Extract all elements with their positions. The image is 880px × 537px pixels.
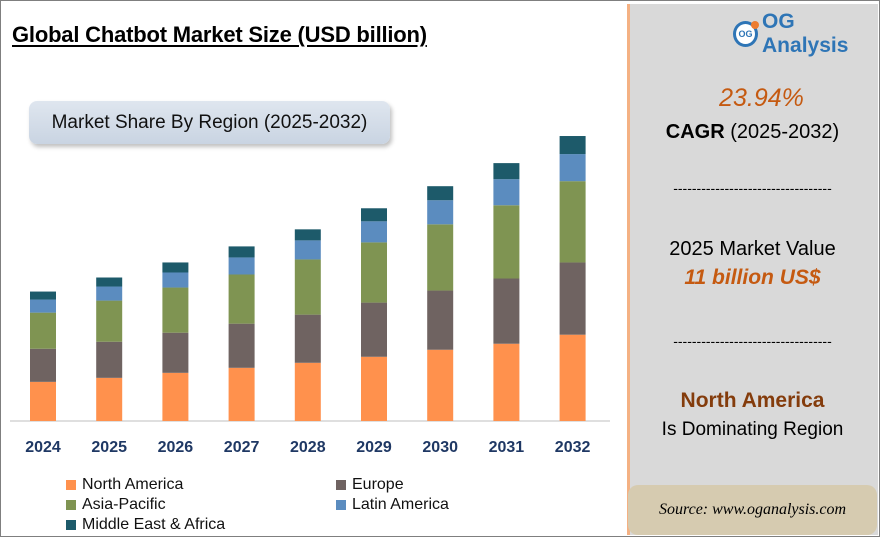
bar-segment-middle-east-africa-2032 <box>559 136 586 155</box>
brand-name: OG Analysis <box>762 10 849 57</box>
bar-segment-middle-east-africa-2031 <box>493 163 520 180</box>
x-tick-label: 2027 <box>224 439 260 456</box>
legend-item: Europe <box>336 476 404 494</box>
cagr-period: (2025-2032) <box>730 121 840 143</box>
bar-segment-middle-east-africa-2028 <box>294 229 321 241</box>
source-box: Source: www.oganalysis.com <box>628 485 877 535</box>
panel-divider-2: ---------------------------------- <box>673 333 832 349</box>
stacked-bar-chart: 2024 2025 2026 2027 2028 2029 2030 2031 2032 <box>10 136 610 456</box>
bar-segment-latin-america-2027 <box>228 257 255 275</box>
bar-segment-north-america-2030 <box>427 349 454 421</box>
bar-segment-europe-2028 <box>294 314 321 363</box>
dominating-region: North America <box>680 389 825 412</box>
legend-item: Middle East & Africa <box>66 516 225 534</box>
chart-title: Global Chatbot Market Size (USD billion) <box>12 22 427 47</box>
bar-segment-north-america-2027 <box>228 367 255 421</box>
bar-segment-europe-2025 <box>96 341 123 378</box>
bar-segment-asia-pacific-2025 <box>96 300 123 342</box>
market-value: 11 billion US$ <box>684 266 821 289</box>
brand-logo: OG OG Analysis <box>733 10 880 58</box>
bar-segment-latin-america-2025 <box>96 286 123 301</box>
bar-segment-latin-america-2029 <box>361 221 387 243</box>
bar-segment-latin-america-2030 <box>427 200 454 225</box>
bar-segment-latin-america-2032 <box>559 154 586 182</box>
bar-segment-north-america-2029 <box>361 356 387 421</box>
dominating-label: Is Dominating Region <box>661 419 844 440</box>
x-tick-label: 2029 <box>356 439 392 456</box>
x-tick-label: 2031 <box>489 439 525 456</box>
bar-segment-middle-east-africa-2026 <box>162 262 189 273</box>
legend-swatch <box>336 480 346 490</box>
bar-segment-europe-2032 <box>559 262 586 335</box>
legend-label: Middle East & Africa <box>82 516 226 533</box>
bar-segment-asia-pacific-2030 <box>427 224 454 291</box>
legend-swatch <box>66 480 76 490</box>
legend-label: Latin America <box>352 496 449 513</box>
bar-segment-asia-pacific-2024 <box>30 312 56 349</box>
bar-segment-latin-america-2026 <box>162 272 189 288</box>
bar-segment-north-america-2026 <box>162 372 189 421</box>
panel-divider-1: ---------------------------------- <box>673 180 832 196</box>
legend-item: Latin America <box>336 496 449 514</box>
bar-segment-latin-america-2028 <box>294 240 321 260</box>
bar-segment-middle-east-africa-2027 <box>228 246 255 258</box>
bar-segment-europe-2024 <box>30 348 56 382</box>
bar-segment-north-america-2031 <box>493 343 520 421</box>
bar-segment-north-america-2024 <box>30 381 56 421</box>
x-tick-label: 2026 <box>158 439 194 456</box>
bar-segment-middle-east-africa-2029 <box>361 208 387 222</box>
bar-segment-asia-pacific-2028 <box>294 259 321 315</box>
chart-subtitle: Market Share By Region (2025-2032) <box>29 101 390 144</box>
cagr-title: CAGR <box>665 121 725 143</box>
bar-segment-asia-pacific-2027 <box>228 274 255 324</box>
legend-label: Asia-Pacific <box>82 496 166 513</box>
bar-segment-europe-2029 <box>361 302 387 357</box>
bar-segment-europe-2027 <box>228 323 255 368</box>
bar-segment-north-america-2032 <box>559 334 586 421</box>
market-value-label: 2025 Market Value <box>669 238 836 260</box>
bar-segment-north-america-2025 <box>96 377 123 421</box>
cagr-label: CAGR (2025-2032) <box>627 121 878 144</box>
x-tick-label: 2025 <box>91 439 127 456</box>
cagr-value: 23.94% <box>719 84 804 112</box>
bar-segment-latin-america-2031 <box>493 179 520 206</box>
bar-segment-middle-east-africa-2030 <box>427 186 454 201</box>
legend-swatch <box>66 520 76 530</box>
bar-segment-europe-2026 <box>162 332 189 373</box>
summary-panel <box>627 4 878 535</box>
legend-label: North America <box>82 476 184 493</box>
x-tick-label: 2032 <box>555 439 591 456</box>
bar-segment-north-america-2028 <box>294 362 321 421</box>
bar-segment-europe-2030 <box>427 290 454 350</box>
bar-segment-latin-america-2024 <box>30 299 56 313</box>
legend-swatch <box>336 500 346 510</box>
bar-segment-asia-pacific-2031 <box>493 205 520 279</box>
bar-segment-asia-pacific-2029 <box>361 242 387 303</box>
bar-segment-asia-pacific-2026 <box>162 287 189 333</box>
bar-segment-middle-east-africa-2024 <box>30 291 56 300</box>
logo-icon: OG <box>733 21 760 47</box>
bar-segment-asia-pacific-2032 <box>559 181 586 263</box>
x-tick-label: 2028 <box>290 439 326 456</box>
x-tick-label: 2024 <box>25 439 61 456</box>
legend-label: Europe <box>352 476 404 493</box>
chart-legend: North America Europe Asia-Pacific Latin Ame… <box>66 476 486 536</box>
bar-segment-middle-east-africa-2025 <box>96 277 123 287</box>
bar-segment-europe-2031 <box>493 278 520 344</box>
legend-item: Asia-Pacific <box>66 496 166 514</box>
legend-swatch <box>66 500 76 510</box>
x-tick-label: 2030 <box>422 439 458 456</box>
legend-item: North America <box>66 476 183 494</box>
source-text: Source: www.oganalysis.com <box>658 501 847 518</box>
